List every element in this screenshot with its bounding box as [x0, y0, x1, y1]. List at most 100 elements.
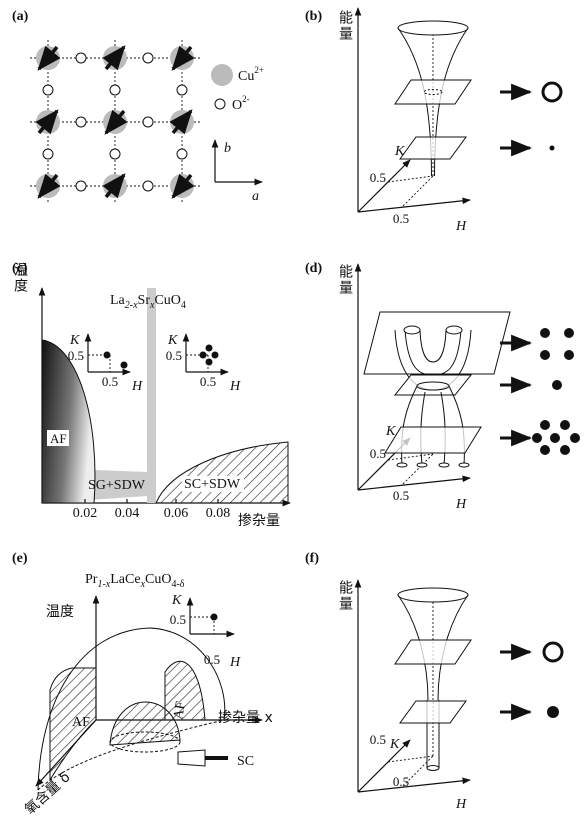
tube-end [459, 463, 469, 467]
tube-end [404, 326, 420, 334]
tube-end [417, 463, 427, 467]
spot [200, 352, 207, 359]
spot [550, 433, 560, 443]
o-atom [110, 149, 120, 159]
text: CuO [154, 293, 180, 308]
energy-plane [395, 80, 471, 104]
region-label: AF [171, 700, 189, 720]
spot [532, 433, 542, 443]
region-label: SG+SDW [88, 478, 146, 493]
spot [570, 433, 580, 443]
spot [212, 352, 219, 359]
axis-label: H [455, 797, 467, 812]
axis [358, 478, 470, 490]
spot [560, 420, 570, 430]
axis-label: K [385, 424, 396, 439]
text: O [232, 98, 242, 113]
figure: (a) Cu2+ O2- b a (b) 能量 K 0.5 0.5 H (c) … [0, 0, 588, 820]
text: Cu [238, 69, 254, 84]
panel-label: (b) [305, 9, 322, 24]
o-atom [43, 149, 53, 159]
axis-label: H [455, 497, 467, 512]
axis-label: a [252, 189, 259, 204]
text: 4-δ [171, 579, 184, 590]
axis-label: 能量 [337, 264, 353, 296]
probe [178, 750, 205, 766]
o-atom [76, 53, 86, 63]
spot [121, 362, 128, 369]
legend-cu: Cu2+ [238, 65, 264, 84]
spot [540, 420, 550, 430]
fermi-point [550, 146, 555, 151]
tick-label: 0.5 [204, 652, 220, 667]
spot [552, 380, 562, 390]
text: 2+ [254, 65, 264, 75]
tick-label: 0.04 [115, 506, 140, 521]
o-atom [143, 53, 153, 63]
o-atom [110, 85, 120, 95]
text: 2- [242, 94, 250, 104]
axis-label: K [69, 333, 80, 348]
tube-end [397, 463, 407, 467]
axis-label: 温度 [46, 604, 74, 620]
energy-plane [400, 137, 466, 159]
text: Pr [85, 572, 98, 587]
region-label: SC+SDW [184, 477, 241, 492]
legend-o-symbol [215, 99, 225, 109]
sc-sdw-region [156, 442, 288, 503]
text: 4 [181, 300, 186, 311]
panel-label: (f) [305, 551, 319, 566]
fermi-ring [544, 643, 562, 661]
tube-end [439, 463, 449, 467]
axis-label: b [224, 141, 231, 156]
o-atom [43, 85, 53, 95]
text: CuO [145, 572, 171, 587]
energy-plane [395, 375, 471, 395]
guide-line [388, 176, 433, 182]
tick-label: 0.5 [370, 446, 386, 461]
energy-plane [385, 427, 481, 453]
tick-label: 0.5 [393, 774, 409, 789]
fermi-point [547, 706, 559, 718]
axis-label: H [229, 379, 241, 394]
guide-line [388, 756, 433, 762]
axis-label: K [394, 144, 405, 159]
page: { "panels": { "a": {"label": "(a)", "cu"… [0, 0, 588, 820]
axis [358, 780, 470, 792]
energy-plane [395, 640, 471, 664]
tick-label: 0.5 [170, 612, 186, 627]
tick-label: 0.5 [370, 170, 386, 185]
o-atom [143, 117, 153, 127]
text: 1-x [97, 579, 110, 590]
spot [540, 445, 550, 455]
guide-line [388, 454, 433, 460]
panel-label: (a) [12, 9, 29, 24]
region-label: AF [72, 715, 90, 730]
fermi-ring [543, 83, 561, 101]
tick-label: 0.08 [206, 506, 231, 521]
panel-label: (e) [12, 551, 28, 566]
o-atom [143, 181, 153, 191]
tick-label: 0.5 [102, 374, 118, 389]
region-label: SC [237, 754, 254, 769]
tick-label: 0.5 [393, 211, 409, 226]
o-atom [177, 149, 187, 159]
axis-label: K [389, 737, 400, 752]
axis [358, 200, 470, 212]
tick-label: 0.5 [370, 732, 386, 747]
energy-plane [364, 312, 510, 374]
axis-label: 掺杂量 x [218, 709, 273, 726]
text: LaCe [110, 572, 140, 587]
axis-label: 温度 [12, 262, 28, 294]
guide-line [403, 454, 433, 484]
cone-rim [398, 588, 468, 602]
o-atom [177, 85, 187, 95]
axis-label: 能量 [337, 10, 353, 42]
text: La [110, 293, 126, 308]
cone-rim [398, 21, 468, 35]
legend-o: O2- [232, 94, 250, 113]
spot [211, 614, 218, 621]
o-atom [76, 117, 86, 127]
guide-line [403, 176, 433, 206]
tick-label: 0.5 [68, 348, 84, 363]
